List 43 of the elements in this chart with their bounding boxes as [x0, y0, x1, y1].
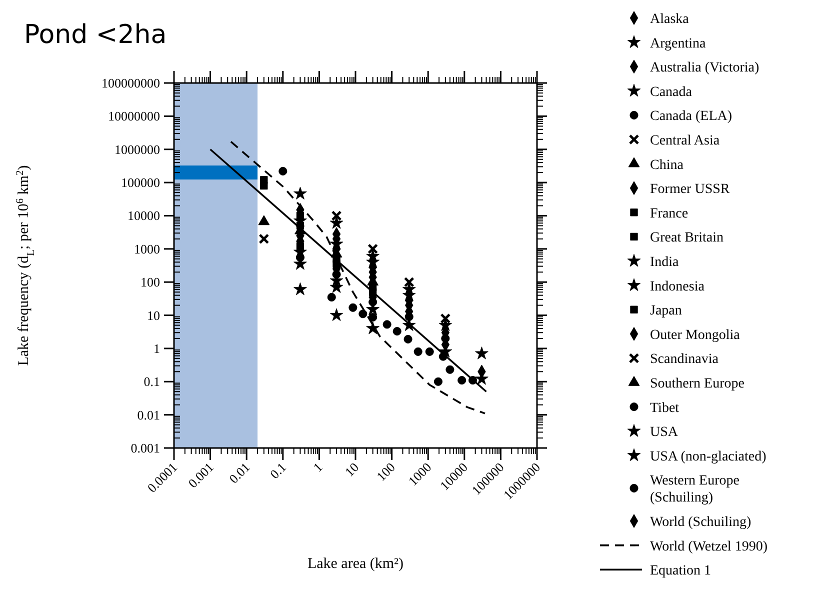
y-tick-label: 0.1 — [144, 374, 160, 390]
y-tick-label: 0.01 — [137, 407, 160, 422]
legend-label: India — [650, 255, 680, 270]
x-axis-title: Lake area (km²) — [307, 556, 404, 572]
x-tick-label: 0.01 — [226, 460, 253, 486]
legend-label: Scandinavia — [650, 352, 720, 368]
legend-label: Outer Mongolia — [650, 328, 741, 343]
y-tick-label: 10 — [147, 308, 160, 323]
legend-label: Central Asia — [650, 134, 720, 148]
x-tick-label: 10 — [342, 460, 362, 480]
legend-label: Great Britain — [650, 230, 724, 246]
legend-label: Southern Europe — [650, 376, 744, 392]
y-tick-label: 100 — [140, 274, 160, 290]
y-tick-label: 100000 — [121, 175, 160, 190]
legend-label: Japan — [650, 304, 682, 319]
legend-label: Western Europe (Schuiling) — [650, 474, 740, 506]
legend-label: World (Wetzel 1990) — [650, 539, 768, 554]
y-tick-label: 1 — [154, 340, 160, 356]
y-tick-label: 0.001 — [130, 440, 160, 456]
legend-label: USA (non-glaciated) — [650, 449, 767, 464]
legend-label: Alaska — [650, 12, 690, 27]
legend-label: France — [650, 206, 688, 222]
legend-label: Former USSR — [650, 182, 730, 198]
y-tick-label: 10000000 — [108, 108, 160, 124]
legend-label: Equation 1 — [650, 564, 712, 579]
legend-label: Canada — [650, 84, 693, 100]
y-tick-label: 1000000 — [114, 142, 160, 157]
x-tick-label: 1 — [310, 460, 326, 475]
band-label: Pond <2ha — [24, 20, 167, 50]
x-tick-label: 0.1 — [266, 460, 290, 482]
legend-label: USA — [650, 425, 679, 440]
legend-label: China — [650, 158, 684, 173]
x-tick-label: 1000 — [405, 460, 434, 489]
legend-label: Tibet — [650, 400, 680, 416]
y-tick-label: 100000000 — [102, 76, 160, 90]
legend-label: Indonesia — [650, 279, 706, 294]
legend-label: World (Schuiling) — [650, 515, 752, 530]
x-tick-label: 100 — [374, 460, 398, 484]
legend-label: Canada (ELA) — [650, 109, 732, 124]
legend-label: Argentina — [650, 36, 707, 52]
y-tick-label: 10000 — [128, 208, 160, 224]
legend-label: Australia (Victoria) — [650, 60, 760, 76]
y-tick-label: 1000 — [134, 241, 160, 256]
